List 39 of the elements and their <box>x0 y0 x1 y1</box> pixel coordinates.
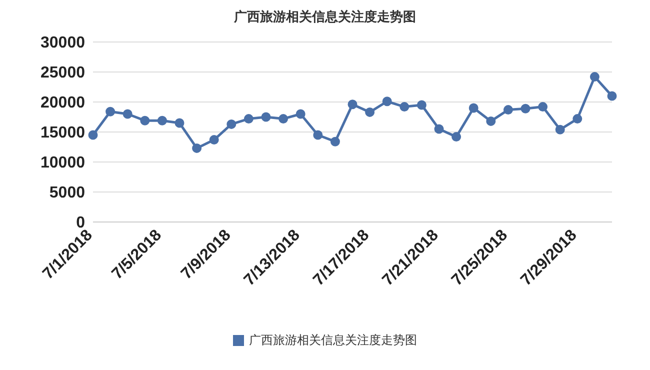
point <box>503 105 513 115</box>
y-tick-label: 20000 <box>40 94 86 112</box>
point <box>140 116 150 126</box>
point <box>572 114 582 124</box>
point <box>486 116 496 126</box>
point <box>520 104 530 114</box>
point <box>88 130 98 140</box>
point <box>468 103 478 113</box>
point <box>226 119 236 129</box>
point <box>382 96 392 106</box>
point <box>261 112 271 122</box>
point <box>244 114 254 124</box>
point <box>607 91 617 101</box>
point <box>174 118 184 128</box>
point <box>122 109 132 119</box>
point <box>296 109 306 119</box>
chart-title: 广西旅游相关信息关注度走势图 <box>233 8 417 27</box>
point <box>416 100 426 110</box>
point <box>106 106 116 116</box>
point <box>365 107 375 117</box>
y-tick-label: 10000 <box>40 154 86 172</box>
y-tick-label: 15000 <box>40 124 86 142</box>
y-tick-label: 5000 <box>49 184 86 202</box>
point <box>590 72 600 82</box>
point <box>330 136 340 146</box>
point <box>313 130 323 140</box>
y-tick-label: 30000 <box>40 34 86 52</box>
point <box>555 124 565 134</box>
point <box>400 102 410 112</box>
point <box>538 102 548 112</box>
point <box>434 124 444 134</box>
point <box>278 114 288 124</box>
y-tick-label: 25000 <box>40 64 86 82</box>
point <box>209 135 219 145</box>
legend-label: 广西旅游相关信息关注度走势图 <box>248 332 417 349</box>
point <box>348 100 358 110</box>
point <box>192 143 202 153</box>
point <box>157 116 167 126</box>
point <box>452 132 462 142</box>
